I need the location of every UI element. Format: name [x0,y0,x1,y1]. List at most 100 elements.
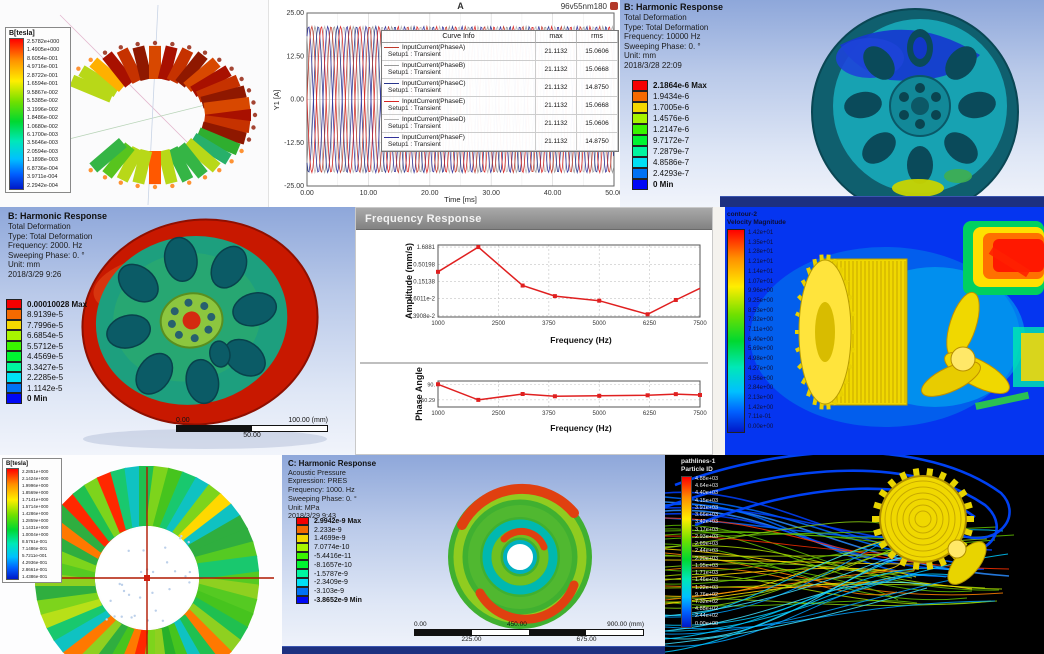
legend-row: 6.6854e-5 [6,330,87,342]
legend-value: 6.6854e-5 [27,331,64,341]
legend-row: -1.5787e-9 [296,569,362,579]
legend-value: 2.69e+03 [695,541,719,548]
series-name: InputCurrent(PhaseA) [402,44,466,51]
legend-value: 9.96e+00 [748,288,774,295]
scale-left: 0.00 [176,417,190,424]
legend-value: 3.9711e-004 [27,174,58,181]
tile-particle-pathlines: pathlines-1 Particle ID 4.88e+03 4.64e+03… [665,455,1044,654]
legend-values: 2.5782e+000 1.4905e+000 8.6054e-001 4.9716e… [27,38,59,190]
legend-value: 1.6594e-001 [27,81,58,88]
legend-value: 1.8569e+000 [22,490,49,495]
result-title: B: Harmonic Response [8,211,108,221]
series-setup: Setup1 : Transient [388,69,441,76]
legend-color-cell [296,586,309,596]
legend-row: -3.8652e-9 Min [296,595,362,605]
legend-value: 1.46e+03 [695,577,719,584]
legend-value: 1.1431e+000 [22,525,49,530]
result-line: Expression: PRES [288,476,348,486]
legend-row: 1.7005e-6 [632,101,707,113]
tile-cfd-velocity-contour: contour-2 Velocity Magnitude 1.42e+01 1.3… [725,207,1044,455]
result-line: Total Deformation [8,222,71,231]
legend-value: 1.4905e+000 [27,47,60,54]
legend-value: 2.44e+03 [695,548,719,555]
result-line: Sweeping Phase: 0. ° [624,41,701,51]
legend-value: 2.1864e-6 Max [653,81,707,90]
result-line: Type: Total Deformation [8,231,93,241]
legend-value: 4.98e+00 [748,356,774,363]
legend-value: 1.07e+01 [748,278,774,285]
legend-value: 1.4699e-9 [314,535,346,543]
legend-value: 9.7172e-7 [653,136,690,145]
result-title: B: Harmonic Response [624,2,724,12]
taskbar-strip [282,646,665,654]
result-line: Unit: mm [8,260,40,270]
legend-value: 4.88e+02 [695,606,719,613]
legend-value: 9.25e+00 [748,297,774,304]
tile-input-current-plot: 0.00 10.00 20.00 30.00 40.00 50.00 25.00 12.50 0… [268,0,621,207]
pathlines-rendering [665,455,1015,653]
svg-text:2500: 2500 [492,321,506,327]
legend-values: 2.2851e+000 2.1424e+000 1.9996e+000 1.8569e… [22,468,48,580]
svg-text:4.6011e-2: 4.6011e-2 [408,297,435,303]
legend-row: 2.233e-9 [296,525,362,535]
svg-text:1000: 1000 [431,321,445,327]
svg-text:3750: 3750 [542,321,556,327]
legend-value: -2.3409e-9 [314,579,348,587]
legend-value: 1.2147e-6 [653,125,690,134]
legend-row: -8.1657e-10 [296,560,362,570]
legend-row: 9.7172e-7 [632,134,707,146]
legend-row: 4.4569e-5 [6,351,87,363]
legend-value: 1.7005e-6 [653,103,690,112]
series-name: InputCurrent(PhaseD) [402,116,466,123]
table-row: InputCurrent(PhaseD) Setup1 : Transient 2… [382,115,618,133]
scale-center: 450.00 [506,621,527,628]
color-bar [9,38,24,190]
legend-value: 2.4293e-7 [653,169,690,178]
legend-color-cell [6,309,22,320]
result-line: Frequency: 1000. Hz [288,485,355,495]
svg-text:90.: 90. [427,382,435,388]
legend-value: 3.42e+03 [695,519,719,526]
cfd-scene [750,221,1044,427]
legend-value: 7.7996e-5 [27,320,64,330]
legend-value: 1.8486e-002 [27,115,58,122]
result-line: Unit: MPa [288,502,320,512]
legend-value: 2.2942e-004 [27,182,58,189]
legend-value: 4.64e+03 [695,483,719,490]
scale-bar-rule [176,425,328,432]
tile-harmonic-response-2000hz: B: Harmonic Response Total Deformation T… [0,207,355,455]
legend-row: -5.4416e-11 [296,551,362,561]
legend-row: 2.9942e-9 Max [296,516,362,526]
svg-text:7500: 7500 [693,321,707,327]
field-color-legend: B[tesla] 2.2851e+000 2.1424e+000 1.9996e+0… [2,458,62,583]
legend-value: 2.0594e-003 [27,148,58,155]
legend-row: -2.3409e-9 [296,578,362,588]
legend-value: 1.4286e+000 [22,511,49,516]
col-max: max [536,31,577,43]
legend-value: 6.8736e-004 [27,165,58,172]
series-swatch [384,46,399,48]
legend-value: 9.76e+02 [695,591,719,598]
tile-acoustic-pressure: C: Harmonic Response Acoustic Pressure E… [282,455,665,654]
pressure-color-legend: 2.9942e-9 Max 2.233e-9 1.4699e-9 7.0774e-10… [296,516,362,605]
result-line: Sweeping Phase: 0. ° [8,250,85,260]
acoustic-disc-rendering [448,483,592,629]
legend-color-cell [296,551,309,561]
deformation-color-legend: 0.00010028 Max 8.9139e-5 7.7996e-5 6.6854e-… [6,298,87,404]
table-row: InputCurrent(PhaseA) Setup1 : Transient 2… [382,43,618,61]
series-name: InputCurrent(PhaseE) [402,98,466,105]
legend-value: 4.2936e-001 [22,560,48,565]
legend-row: 7.0774e-10 [296,542,362,552]
wheel-rendering-10000hz [811,8,1019,207]
window-titlebar[interactable]: Frequency Response [356,208,712,230]
svg-text:5000: 5000 [593,321,607,327]
result-line: Total Deformation [624,13,687,22]
series-name: InputCurrent(PhaseC) [402,80,466,87]
result-line: Unit: mm [624,51,656,61]
legend-value: 1.28e+01 [748,249,774,256]
legend-value: 7.32e+02 [695,598,719,605]
col-curve-info: Curve Info [382,31,536,43]
svg-text:-12.50: -12.50 [284,140,304,147]
legend-value: 7.82e+00 [748,317,774,324]
legend-value: 0 Min [27,394,48,404]
